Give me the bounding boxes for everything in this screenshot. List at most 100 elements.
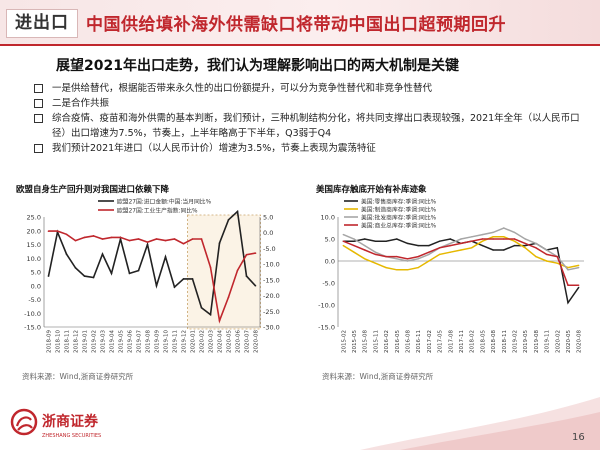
data-point (385, 240, 387, 242)
right-chart-title: 美国库存触底开始有补库迹象 (316, 185, 427, 195)
x-tick-label: 2020-02 (555, 330, 561, 353)
y-tick-label: -30.0 (263, 324, 280, 332)
data-point (227, 218, 230, 221)
x-tick-label: 2018-11 (65, 330, 71, 353)
data-point (449, 251, 452, 253)
data-point (254, 284, 257, 287)
y-tick-label: 10.0 (321, 214, 335, 222)
x-tick-label: 2016-08 (406, 330, 412, 353)
data-point (227, 296, 230, 298)
data-point (218, 242, 221, 244)
data-point (173, 286, 176, 288)
data-point (492, 231, 494, 234)
bullet-text: 一是供给替代，根据能否带来永久性的出口份额提升，可以分为竞争性替代和非竞争性替代 (52, 83, 433, 94)
data-point (245, 253, 248, 256)
data-point (481, 244, 484, 247)
header-divider (0, 44, 600, 46)
series-line (47, 209, 257, 317)
x-tick-label: 2019-08 (146, 330, 152, 353)
data-point (428, 253, 430, 256)
data-point (191, 238, 194, 240)
data-point (492, 238, 494, 240)
data-point (83, 236, 86, 239)
data-point (460, 242, 462, 245)
data-point (417, 244, 419, 247)
data-point (342, 240, 345, 242)
x-tick-label: 2018-09 (47, 330, 53, 353)
data-point (417, 255, 419, 258)
data-point (470, 236, 473, 238)
data-point (47, 230, 50, 232)
data-point (396, 258, 398, 260)
data-point (200, 306, 203, 309)
data-point (406, 242, 409, 245)
data-point (56, 230, 59, 232)
bullet-item: 一是供给替代，根据能否带来永久性的出口份额提升，可以分为竞争性替代和非竞争性替代 (34, 81, 584, 96)
data-point (364, 244, 366, 247)
data-point (353, 240, 355, 242)
x-tick-label: 2017-05 (438, 330, 444, 353)
page-number: 16 (572, 432, 585, 443)
data-point (503, 249, 505, 251)
data-point (342, 244, 345, 247)
data-point (406, 260, 409, 262)
data-point (567, 302, 569, 304)
x-tick-label: 2016-05 (395, 330, 401, 353)
data-point (254, 252, 257, 254)
data-point (396, 269, 398, 271)
data-point (449, 242, 452, 245)
data-point (155, 284, 158, 287)
x-tick-label: 2015-05 (352, 330, 358, 353)
bullet-item: 我们预计2021年进口（以人民币计价）增速为3.5%，节奏上表现为震荡特征 (34, 141, 584, 156)
x-tick-label: 2015-08 (363, 330, 369, 353)
data-point (236, 210, 239, 213)
data-point (182, 242, 185, 245)
checkbox-bullet-icon (34, 99, 43, 108)
data-point (353, 238, 355, 240)
data-point (535, 255, 537, 258)
legend-label: 美国:零售商库存:季调:同比% (361, 198, 437, 206)
data-point (353, 251, 355, 253)
data-point (364, 238, 366, 240)
right-chart: -15.0 -10.0 -5.0 0.0 5.0 10.0 2015-02 2015-05 20… (318, 198, 584, 353)
data-point (173, 238, 176, 240)
data-point (92, 235, 95, 237)
decorative-swoosh (360, 397, 600, 450)
data-point (83, 275, 86, 277)
data-point (101, 238, 104, 240)
data-point (556, 262, 558, 264)
data-point (385, 266, 387, 269)
data-point (209, 266, 212, 269)
x-tick-label: 2019-07 (137, 330, 143, 353)
y-tick-label: 15.0 (27, 241, 41, 249)
data-point (65, 253, 68, 255)
data-point (406, 269, 409, 271)
x-tick-label: 2019-06 (128, 330, 134, 353)
data-point (200, 238, 203, 240)
data-point (577, 284, 580, 286)
company-logo: 浙商证券 ZHESHANG SECURITIES (10, 408, 101, 439)
left-chart: -15.0 -10.0 -5.0 0.0 5.0 10.0 15.0 20.0 25.0 -30.… (24, 198, 280, 353)
data-point (535, 247, 537, 249)
checkbox-bullet-icon (34, 144, 43, 153)
data-point (556, 255, 558, 258)
y-tick-label: 5.0 (31, 269, 41, 277)
data-point (460, 249, 462, 251)
x-tick-label: 2020-08 (577, 330, 583, 353)
data-point (503, 227, 505, 229)
data-point (513, 244, 516, 247)
data-point (492, 249, 494, 251)
data-point (492, 236, 494, 238)
y-tick-label: -5.0 (28, 296, 41, 304)
x-tick-label: 2019-11 (545, 330, 551, 353)
data-point (146, 241, 149, 243)
bullet-item: 二是合作共振 (34, 96, 584, 111)
y-tick-label: -15.0 (24, 324, 41, 332)
data-point (513, 231, 516, 234)
checkbox-bullet-icon (34, 84, 43, 93)
right-chart-source: 资料来源：Wind,浙商证券研究所 (322, 372, 434, 381)
series-line (343, 238, 579, 286)
section-tag: 进出口 (6, 9, 78, 38)
data-point (577, 266, 580, 269)
data-point (428, 251, 430, 253)
